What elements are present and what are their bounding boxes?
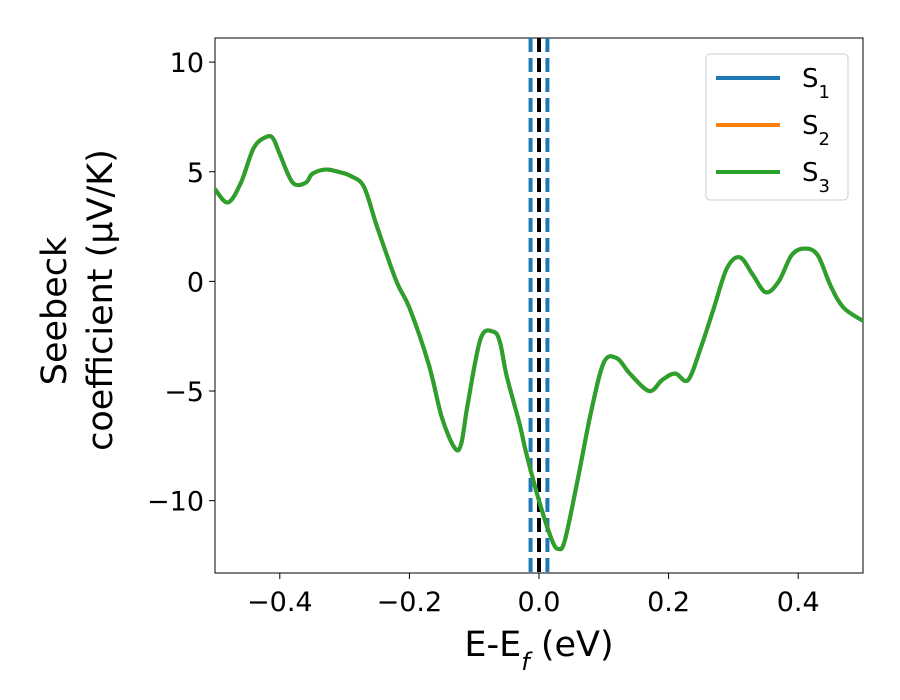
x-tick-label: 0.0 — [518, 587, 561, 618]
y-axis-label-line2: coefficient (μV/K) — [81, 149, 121, 451]
legend-label-subscript: 3 — [819, 176, 830, 197]
y-axis-label-line1: Seebeck — [35, 236, 75, 385]
x-axis-label: E-Ef (eV) — [464, 625, 613, 676]
legend-label: S3 — [802, 158, 830, 197]
y-tick-label: −5 — [164, 377, 204, 408]
x-tick-label: −0.4 — [247, 587, 313, 618]
y-tick-label: −10 — [147, 487, 204, 518]
series-lines — [215, 133, 863, 552]
x-tick-label: −0.2 — [377, 587, 443, 618]
y-tick-label: 5 — [187, 158, 204, 189]
legend-label: S1 — [802, 64, 830, 103]
legend-label: S2 — [802, 111, 830, 150]
x-tick-label: 0.4 — [777, 587, 820, 618]
series-line-s3 — [215, 133, 863, 552]
legend-label-main: S — [802, 158, 819, 188]
x-axis-label-unit: (eV) — [530, 625, 614, 665]
x-tick-label: 0.2 — [647, 587, 690, 618]
legend-label-subscript: 1 — [819, 82, 830, 103]
reference-lines — [528, 38, 550, 573]
y-tick-label: 0 — [187, 267, 204, 298]
y-axis: 10 5 0 −5 −10 — [147, 48, 215, 518]
x-axis-label-main: E-E — [464, 625, 521, 665]
y-tick-label: 10 — [170, 48, 204, 79]
legend-label-main: S — [802, 64, 819, 94]
x-axis: −0.4 −0.2 0.0 0.2 0.4 — [247, 573, 820, 618]
legend-label-subscript: 2 — [819, 129, 830, 150]
legend-label-main: S — [802, 111, 819, 141]
